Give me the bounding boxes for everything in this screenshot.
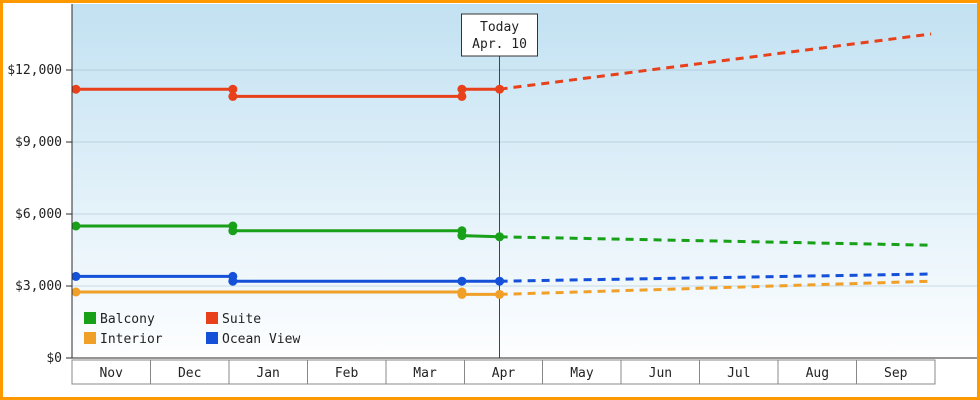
month-label: Dec: [178, 366, 201, 381]
month-cell-dec: [149, 359, 230, 385]
data-point: [457, 84, 467, 94]
month-cell-nov: [71, 359, 151, 385]
y-axis-label: $6,000: [15, 207, 62, 222]
legend-item-suite-swatch: [206, 312, 218, 324]
month-label: Jan: [256, 366, 279, 381]
month-cell-jun: [620, 359, 701, 385]
series-forecast-line-ocean-view: [499, 272, 932, 283]
legend-item-balcony-swatch: [84, 312, 96, 324]
today-box-date: Apr. 10: [472, 37, 527, 52]
month-label: Sep: [884, 366, 908, 381]
y-axis-label: $12,000: [7, 63, 62, 78]
data-point: [495, 289, 505, 299]
month-label: May: [570, 366, 594, 381]
data-point: [495, 84, 505, 94]
legend-item-interior-label: Interior: [100, 332, 163, 347]
data-point: [71, 287, 81, 297]
data-point: [228, 276, 238, 286]
data-point: [457, 289, 467, 299]
month-cell-apr: [463, 359, 544, 385]
data-point: [457, 231, 467, 241]
plot-area-background: [72, 4, 977, 358]
month-label: Mar: [413, 366, 437, 381]
y-axis-label: $9,000: [15, 135, 62, 150]
y-axis-label: $3,000: [15, 279, 62, 294]
data-point: [71, 271, 81, 281]
data-point: [457, 276, 467, 286]
month-label: Feb: [335, 366, 359, 381]
month-label: Jun: [649, 366, 672, 381]
month-label: Apr: [492, 366, 516, 381]
legend-item-suite-label: Suite: [222, 312, 261, 327]
month-cell-jan: [228, 359, 308, 385]
month-cell-jul: [699, 359, 779, 385]
legend-item-balcony-label: Balcony: [100, 312, 155, 327]
today-box: [461, 13, 539, 57]
month-cell-aug: [777, 359, 858, 385]
month-cell-feb: [306, 359, 387, 385]
series-forecast-line-interior: [499, 279, 932, 296]
legend-item-ocean-view-label: Ocean View: [222, 332, 300, 347]
month-cell-sep: [856, 359, 936, 385]
data-point: [228, 91, 238, 101]
data-point: [495, 276, 505, 286]
month-cell-mar: [385, 359, 465, 385]
month-label: Jul: [727, 366, 750, 381]
data-point: [71, 84, 81, 94]
month-label: Aug: [806, 366, 829, 381]
data-point: [71, 221, 81, 231]
series-line-suite: [75, 87, 500, 98]
legend-item-ocean-view-swatch: [206, 332, 218, 344]
series-line-balcony: [75, 224, 500, 239]
today-box-title: Today: [480, 20, 519, 35]
legend-item-interior-swatch: [84, 332, 96, 344]
y-axis-label: $0: [46, 351, 62, 366]
series-forecast-line-suite: [499, 32, 932, 91]
data-point: [228, 84, 238, 94]
series-forecast-line-balcony: [499, 235, 932, 247]
data-point: [457, 91, 467, 101]
month-label: Nov: [99, 366, 123, 381]
data-point: [228, 226, 238, 236]
data-point: [495, 232, 505, 242]
